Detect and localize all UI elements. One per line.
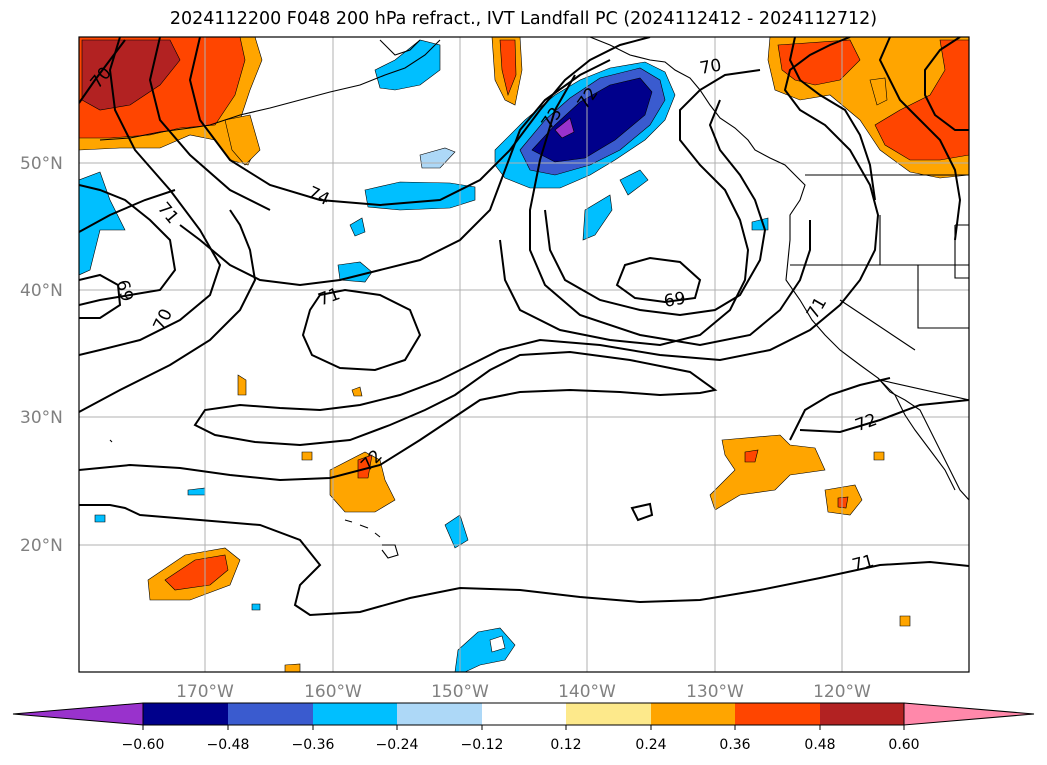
colorbar-segment — [482, 703, 566, 725]
contour-label: 70 — [698, 55, 723, 78]
lat-label: 20°N — [20, 536, 63, 556]
colorbar-segment — [651, 703, 735, 725]
lon-label: 140°W — [558, 682, 616, 702]
latitude-labels: 50°N 40°N 30°N 20°N — [20, 154, 63, 556]
lon-label: 150°W — [431, 682, 489, 702]
negative-anomaly-fills — [79, 39, 769, 672]
colorbar-tick-label: −0.60 — [122, 737, 165, 753]
lon-label: 130°W — [686, 682, 744, 702]
contour-69-east — [615, 256, 702, 304]
colorbar-segment — [313, 703, 397, 725]
colorbar-segment — [566, 703, 651, 725]
lat-label: 30°N — [20, 408, 63, 428]
colorbar-tick-label: −0.48 — [207, 737, 250, 753]
lon-label: 160°W — [304, 682, 362, 702]
aleutian-islands — [99, 39, 441, 141]
contour-label: 69 — [662, 288, 687, 311]
colorbar-tick-label: −0.24 — [376, 737, 419, 753]
lon-label: 120°W — [813, 682, 871, 702]
contour-72-east — [799, 399, 969, 434]
lat-label: 50°N — [20, 154, 63, 174]
contour-70-west — [79, 184, 177, 306]
colorbar-segment — [735, 703, 820, 725]
contour-70-nw — [79, 39, 126, 104]
contour-69-west — [79, 273, 122, 319]
positive-anomaly-fills — [79, 37, 969, 672]
map-area: 70 71 74 73 72 69 70 71 69 71 72 72 71 7… — [79, 37, 969, 672]
coastlines — [99, 37, 969, 559]
anomaly-region-east — [709, 434, 826, 511]
map-frame — [78, 36, 970, 673]
colorbar-tick-label: −0.36 — [292, 737, 335, 753]
colorbar-tick-label: 0.12 — [550, 737, 581, 753]
contour-71-west — [79, 59, 611, 287]
colorbar-tick-label: −0.12 — [461, 737, 504, 753]
figure-title: 2024112200 F048 200 hPa refract., IVT La… — [169, 9, 878, 29]
baja-california — [877, 377, 956, 491]
colorbar-arrow-left — [12, 702, 144, 726]
hawaiian-islands — [344, 519, 399, 559]
colorbar-arrow-right — [903, 702, 1035, 726]
colorbar-segment — [143, 703, 228, 725]
state-borders — [839, 215, 969, 351]
contour-71-loop — [301, 288, 422, 372]
alaska-bc-coastline — [589, 37, 969, 501]
colorbar-tick-label: 0.60 — [888, 737, 919, 753]
anomaly-region-hawaii — [329, 451, 396, 513]
lon-label: 170°W — [176, 682, 234, 702]
contour-74 — [188, 37, 651, 207]
colorbar-tick-label: 0.48 — [804, 737, 835, 753]
lat-label: 40°N — [20, 281, 63, 301]
colorbar-tick-label: 0.36 — [719, 737, 750, 753]
colorbar-segment — [228, 703, 313, 725]
refractivity-contours — [79, 37, 969, 617]
colorbar-segment — [820, 703, 904, 725]
colorbar: −0.60 −0.48 −0.36 −0.24 −0.12 0.12 0.24 … — [12, 702, 1035, 753]
colorbar-segment — [397, 703, 482, 725]
colorbar-tick-label: 0.24 — [635, 737, 666, 753]
longitude-labels: 170°W 160°W 150°W 140°W 130°W 120°W — [176, 682, 871, 702]
